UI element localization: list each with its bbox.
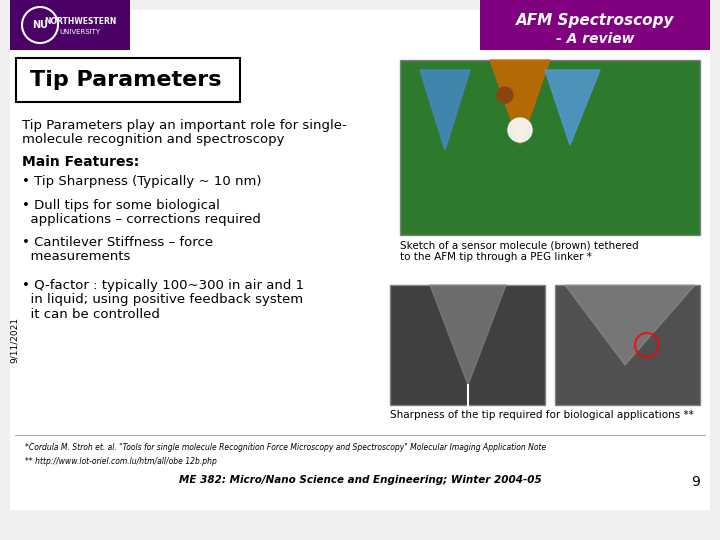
Polygon shape <box>420 70 470 150</box>
Text: Tip Parameters play an important role for single-: Tip Parameters play an important role fo… <box>22 118 347 132</box>
Text: Tip Parameters: Tip Parameters <box>30 70 222 90</box>
Text: 9/11/2021: 9/11/2021 <box>9 317 19 363</box>
Text: - A review: - A review <box>556 32 634 46</box>
Text: NORTHWESTERN: NORTHWESTERN <box>44 17 116 26</box>
Bar <box>10 0 130 50</box>
Text: *Cordula M. Stroh et. al. "Tools for single molecule Recognition Force Microscop: *Cordula M. Stroh et. al. "Tools for sin… <box>25 443 546 452</box>
Text: 9: 9 <box>691 475 700 489</box>
Text: Sharpness of the tip required for biological applications **: Sharpness of the tip required for biolog… <box>390 410 694 420</box>
Text: • Dull tips for some biological: • Dull tips for some biological <box>22 199 220 212</box>
Polygon shape <box>430 285 506 385</box>
Text: measurements: measurements <box>22 251 130 264</box>
Text: Sketch of a sensor molecule (brown) tethered
to the AFM tip through a PEG linker: Sketch of a sensor molecule (brown) teth… <box>400 240 639 261</box>
Bar <box>390 285 545 405</box>
Text: • Tip Sharpness (Typically ~ 10 nm): • Tip Sharpness (Typically ~ 10 nm) <box>22 176 261 188</box>
Text: molecule recognition and spectroscopy: molecule recognition and spectroscopy <box>22 133 284 146</box>
Bar <box>480 0 710 50</box>
Text: NU: NU <box>32 20 48 30</box>
Text: ME 382: Micro/Nano Science and Engineering; Winter 2004-05: ME 382: Micro/Nano Science and Engineeri… <box>179 475 541 485</box>
Circle shape <box>508 118 532 142</box>
Text: it can be controlled: it can be controlled <box>22 308 160 321</box>
Text: ** http://www.lot-oriel.com.lu/htm/all/obe 12b.php: ** http://www.lot-oriel.com.lu/htm/all/o… <box>25 457 217 466</box>
Bar <box>555 285 700 405</box>
Polygon shape <box>545 70 600 145</box>
Polygon shape <box>490 60 550 145</box>
Text: UNIVERSITY: UNIVERSITY <box>60 29 101 35</box>
Circle shape <box>497 87 513 103</box>
FancyBboxPatch shape <box>16 58 240 102</box>
Text: in liquid; using positive feedback system: in liquid; using positive feedback syste… <box>22 294 303 307</box>
Polygon shape <box>565 285 695 365</box>
Text: AFM Spectroscopy: AFM Spectroscopy <box>516 14 674 29</box>
Text: • Cantilever Stiffness – force: • Cantilever Stiffness – force <box>22 235 213 248</box>
Text: Main Features:: Main Features: <box>22 155 139 169</box>
Bar <box>400 60 700 235</box>
Text: applications – corrections required: applications – corrections required <box>22 213 261 226</box>
Text: • Q-factor : typically 100~300 in air and 1: • Q-factor : typically 100~300 in air an… <box>22 279 304 292</box>
